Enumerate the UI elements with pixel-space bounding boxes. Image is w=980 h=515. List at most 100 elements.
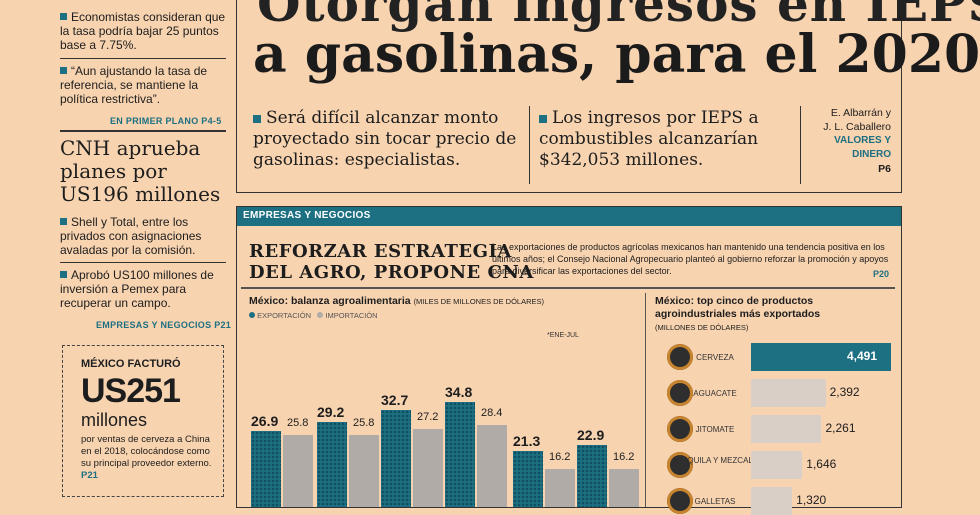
beer-amount: US251 <box>81 372 181 410</box>
deck-2: Los ingresos por IEPS a combustibles alc… <box>539 108 794 171</box>
bar-label-export: 29.2 <box>317 404 345 421</box>
bar-label-import: 25.8 <box>287 416 309 429</box>
product-label: TEQUILA Y MEZCAL <box>677 456 753 465</box>
bar-export <box>577 444 607 507</box>
product-label: JITOMATE <box>695 425 735 434</box>
bar-export <box>317 422 347 507</box>
bar-export <box>381 409 411 507</box>
chart1-legend: EXPORTACIÓN IMPORTACIÓN <box>249 311 378 320</box>
product-value: 2,261 <box>825 421 856 435</box>
deck-1: Será difícil alcanzar monto proyectado s… <box>253 108 523 171</box>
section-link-empresas[interactable]: EMPRESAS Y NEGOCIOS P21 <box>96 320 232 330</box>
bullet-icon <box>539 115 547 123</box>
bullet-icon <box>60 271 67 278</box>
product-icon-2 <box>667 416 693 442</box>
bar-label-export: 32.7 <box>381 391 409 408</box>
biz-summary-text: Las exportaciones de productos agrícolas… <box>492 242 889 276</box>
bar-label-import: 27.2 <box>417 411 439 424</box>
product-label: AGUACATE <box>693 389 737 398</box>
byline: E. Albarrán y J. L. Caballero VALORES Y … <box>796 106 891 176</box>
bar-import <box>545 469 575 507</box>
product-value: 2,392 <box>829 385 860 399</box>
section-link-valores[interactable]: VALORES Y DINERO <box>834 135 891 160</box>
section-bar: EMPRESAS Y NEGOCIOS <box>237 207 901 226</box>
product-label: CERVEZA <box>696 353 734 362</box>
biz-headline-2: DEL AGRO, PROPONE CNA <box>249 262 534 283</box>
product-label: GALLETAS <box>694 497 736 506</box>
cnh-item-2-text: Aprobó US100 millones de inversión a Pem… <box>60 268 214 310</box>
product-bar <box>751 379 826 407</box>
page-ref[interactable]: P6 <box>878 163 891 175</box>
product-icon-0 <box>667 344 693 370</box>
left-item-1-text: Economistas consideran que la tasa podrí… <box>60 10 226 52</box>
biz-page-ref[interactable]: P20 <box>873 269 890 279</box>
deck-1-text: Será difícil alcanzar monto proyectado s… <box>253 108 517 170</box>
legend-export: EXPORTACIÓN <box>257 311 311 320</box>
product-value: 4,491 <box>847 349 878 363</box>
section-link-primer-plano[interactable]: EN PRIMER PLANO P4-5 <box>110 116 222 126</box>
bar-label-export: 26.9 <box>251 412 279 429</box>
product-icon-1 <box>667 380 693 406</box>
beer-kicker: MÉXICO FACTURÓ <box>81 358 181 370</box>
biz-headline-1: REFORZAR ESTRATEGIA <box>249 241 512 262</box>
left-item-2: “Aun ajustando la tasa de referencia, se… <box>60 64 226 106</box>
left-item-2-text: “Aun ajustando la tasa de referencia, se… <box>60 64 208 106</box>
chart1-title: México: balanza agroalimentaria <box>249 295 411 307</box>
bar-export <box>251 430 281 507</box>
bar-import <box>477 425 507 507</box>
main-story: Otorgan ingresos en IEPS a gasolinas, pa… <box>236 0 980 193</box>
divider <box>60 262 226 263</box>
legend-import: IMPORTACIÓN <box>325 311 378 320</box>
bar-label-export: 21.3 <box>513 432 541 449</box>
beer-page-ref[interactable]: P21 <box>81 470 98 481</box>
bar-import <box>283 434 313 507</box>
chart1-note: *ENE-JUL <box>547 332 579 339</box>
product-bar <box>751 487 793 515</box>
cnh-headline[interactable]: CNH aprueba planes por US196 millones <box>60 136 221 206</box>
bullet-icon <box>60 67 67 74</box>
divider <box>60 130 226 132</box>
divider <box>60 58 226 59</box>
beer-text: por ventas de cerveza a China en el 2018… <box>81 434 219 482</box>
section-bar-label: EMPRESAS Y NEGOCIOS <box>243 210 371 221</box>
chart1-title-row: México: balanza agroalimentaria (MILES D… <box>249 295 544 307</box>
product-bar <box>751 451 803 479</box>
bullet-icon <box>60 13 67 20</box>
cnh-item-1: Shell y Total, entre los privados con as… <box>60 215 226 257</box>
biz-summary: Las exportaciones de productos agrícolas… <box>492 241 892 277</box>
divider <box>529 106 530 184</box>
left-item-1: Economistas consideran que la tasa podrí… <box>60 10 226 52</box>
bar-label-import: 25.8 <box>353 416 375 429</box>
bar-label-export: 34.8 <box>445 384 473 401</box>
bar-label-export: 22.9 <box>577 426 605 443</box>
cnh-item-2: Aprobó US100 millones de inversión a Pem… <box>60 268 226 310</box>
legend-import-swatch <box>317 312 324 318</box>
product-value: 1,320 <box>796 493 827 507</box>
deck-2-text: Los ingresos por IEPS a combustibles alc… <box>539 108 759 170</box>
biz-headline[interactable]: REFORZAR ESTRATEGIA DEL AGRO, PROPONE CN… <box>249 241 534 283</box>
chart2-title: México: top cinco de productos agroindus… <box>655 295 821 320</box>
cnh-item-1-text: Shell y Total, entre los privados con as… <box>60 215 202 257</box>
divider <box>800 106 801 184</box>
beer-factbox: MÉXICO FACTURÓ US251 millones por ventas… <box>62 345 224 497</box>
divider <box>645 293 646 507</box>
product-icon-3 <box>667 452 693 478</box>
legend-export-swatch <box>249 312 255 318</box>
bullet-icon <box>60 218 67 225</box>
bar-import <box>349 434 379 507</box>
byline-1: E. Albarrán y <box>830 107 891 119</box>
chart2-subtitle: (MILLONES DE DÓLARES) <box>655 323 749 332</box>
product-value: 1,646 <box>806 457 837 471</box>
business-section: EMPRESAS Y NEGOCIOS REFORZAR ESTRATEGIA … <box>236 206 902 515</box>
headline-top-line[interactable]: Otorgan ingresos en IEPS <box>257 0 980 33</box>
bar-export <box>513 450 543 507</box>
beer-text-body: por ventas de cerveza a China en el 2018… <box>81 434 212 469</box>
beer-unit: millones <box>81 410 148 430</box>
product-bar <box>751 415 822 443</box>
left-column: Economistas consideran que la tasa podrí… <box>0 0 233 500</box>
byline-2: J. L. Caballero <box>823 121 891 133</box>
chart1-subtitle: (MILES DE MILLONES DE DÓLARES) <box>413 297 545 306</box>
headline[interactable]: a gasolinas, para el 2020 <box>253 24 980 85</box>
bar-export <box>445 402 475 507</box>
bar-import <box>609 469 639 507</box>
